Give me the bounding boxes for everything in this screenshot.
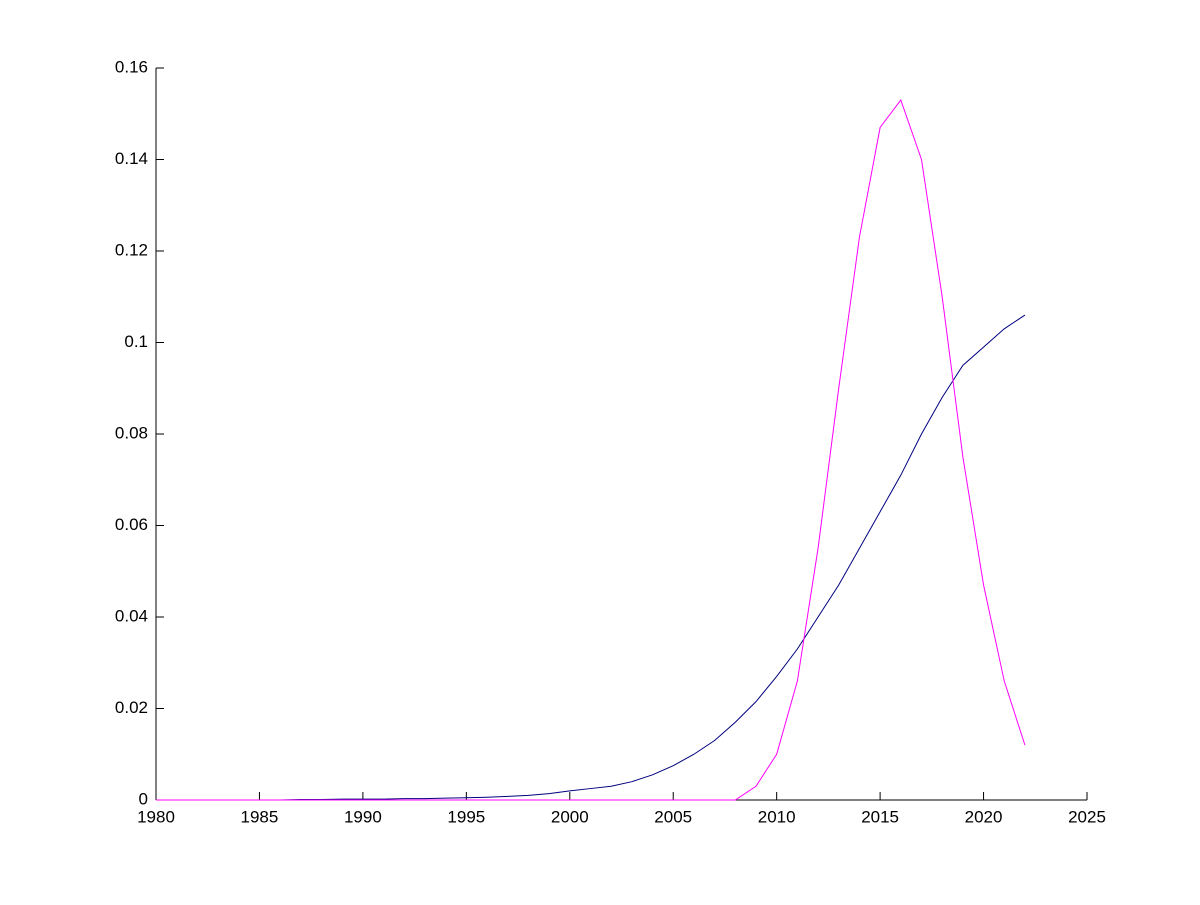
y-tick-label: 0.14 bbox=[115, 149, 148, 168]
y-tick-label: 0.06 bbox=[115, 515, 148, 534]
y-tick-label: 0.02 bbox=[115, 698, 148, 717]
y-tick-label: 0.16 bbox=[115, 57, 148, 76]
x-tick-label: 2000 bbox=[551, 807, 589, 826]
x-tick-label: 2005 bbox=[654, 807, 692, 826]
x-tick-label: 1985 bbox=[241, 807, 279, 826]
x-tick-label: 1995 bbox=[447, 807, 485, 826]
x-tick-label: 2015 bbox=[861, 807, 899, 826]
series-line bbox=[156, 314, 1026, 801]
y-tick-label: 0.08 bbox=[115, 423, 148, 442]
y-tick-label: 0.12 bbox=[115, 240, 148, 259]
x-tick-label: 1990 bbox=[344, 807, 382, 826]
series-line bbox=[156, 98, 1026, 801]
x-tick-label: 1980 bbox=[137, 807, 175, 826]
x-tick-label: 2025 bbox=[1068, 807, 1106, 826]
y-tick-label: 0.04 bbox=[115, 606, 148, 625]
y-tick-label: 0 bbox=[139, 789, 148, 808]
y-tick-label: 0.1 bbox=[124, 332, 148, 351]
x-tick-label: 2020 bbox=[965, 807, 1003, 826]
x-tick-label: 2010 bbox=[758, 807, 796, 826]
